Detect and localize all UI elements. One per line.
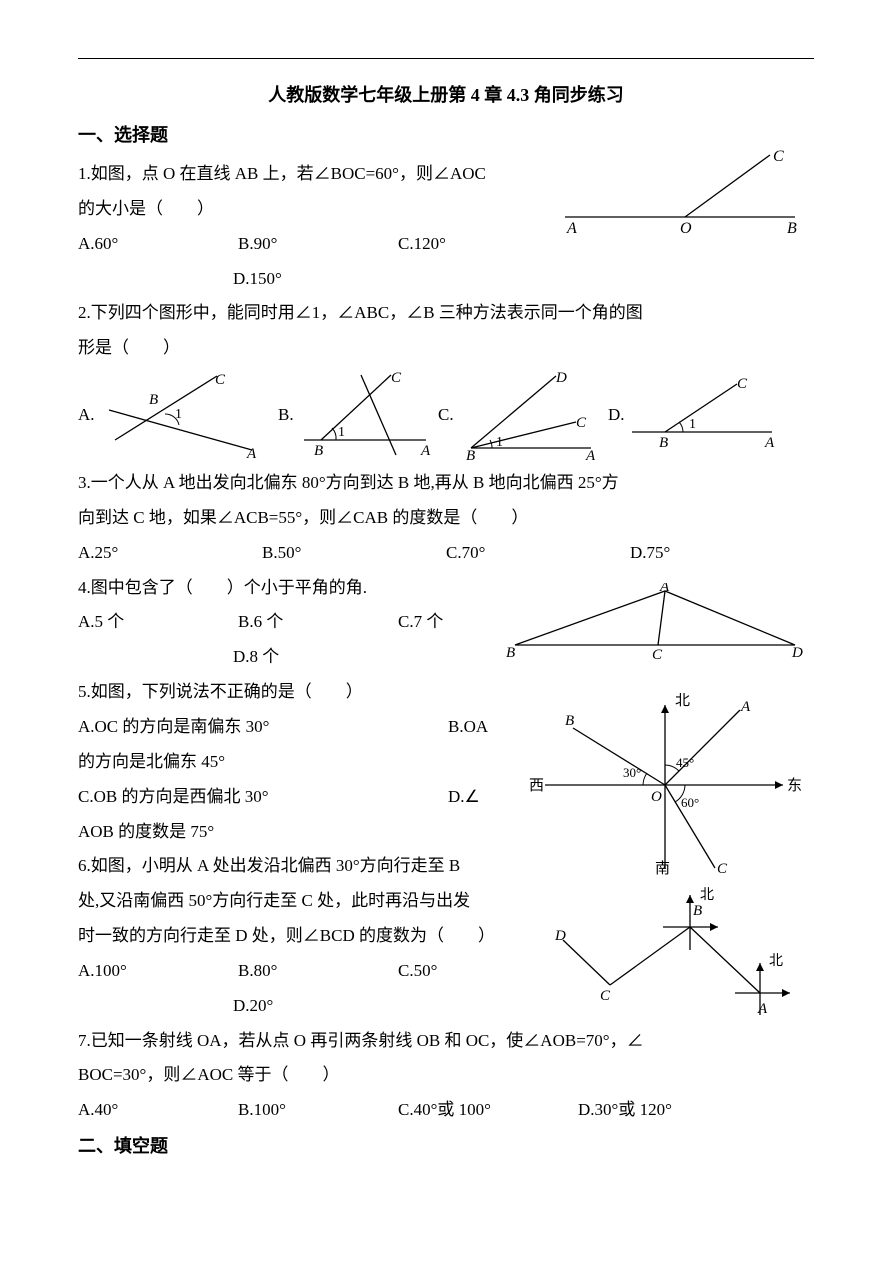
svg-text:B: B xyxy=(506,645,515,661)
q3-options: A.25° B.50° C.70° D.75° xyxy=(78,536,814,571)
q2-line2: 形是（ ） xyxy=(78,331,814,366)
svg-text:A: A xyxy=(764,435,775,451)
svg-text:C: C xyxy=(391,370,402,386)
q1-label-O: O xyxy=(680,220,692,237)
svg-text:A: A xyxy=(757,1001,768,1017)
q6-opt-a: A.100° xyxy=(78,954,238,989)
svg-text:南: 南 xyxy=(655,860,670,877)
q4-figure: A B C D xyxy=(500,583,810,661)
svg-text:60°: 60° xyxy=(681,795,699,810)
q1-opt-d: D.150° xyxy=(78,262,814,297)
q5-opt-c: C.OB 的方向是西偏北 30° xyxy=(78,780,448,815)
svg-text:B: B xyxy=(659,435,668,451)
q7-opt-c: C.40°或 100° xyxy=(398,1093,578,1128)
q3-line1: 3.一个人从 A 地出发向北偏东 80°方向到达 B 地,再从 B 地向北偏西 … xyxy=(78,466,814,501)
q5-opt-d: D.∠ xyxy=(448,780,480,815)
svg-text:A: A xyxy=(585,448,596,460)
svg-text:西: 西 xyxy=(529,778,544,794)
section-2-header: 二、填空题 xyxy=(78,1132,814,1158)
q1-opt-c: C.120° xyxy=(398,227,558,262)
q1-label-B: B xyxy=(787,220,797,237)
q2-fig-a: B C A 1 xyxy=(97,370,262,460)
q6-opt-b: B.80° xyxy=(238,954,398,989)
q3-line2: 向到达 C 地，如果∠ACB=55°，则∠CAB 的度数是（ ） xyxy=(78,501,814,536)
page-title: 人教版数学七年级上册第 4 章 4.3 角同步练习 xyxy=(78,81,814,107)
svg-text:1: 1 xyxy=(496,435,503,450)
q6-figure: A B C D 北 北 xyxy=(555,885,810,1025)
q2-opt-b: B. xyxy=(278,405,294,425)
q2-opt-a: A. xyxy=(78,405,95,425)
q5-opt-a: A.OC 的方向是南偏东 30° xyxy=(78,710,448,745)
svg-text:北: 北 xyxy=(769,953,783,969)
svg-text:D: D xyxy=(555,370,567,386)
svg-text:30°: 30° xyxy=(623,765,641,780)
svg-text:C: C xyxy=(737,376,748,392)
svg-text:C: C xyxy=(600,988,611,1004)
svg-text:东: 东 xyxy=(787,777,802,794)
svg-text:O: O xyxy=(651,789,662,805)
q2-opt-c: C. xyxy=(438,405,454,425)
q7-opt-b: B.100° xyxy=(238,1093,398,1128)
svg-text:A: A xyxy=(420,443,431,459)
q7-line2: BOC=30°，则∠AOC 等于（ ） xyxy=(78,1058,814,1093)
q4-opt-b: B.6 个 xyxy=(238,605,398,640)
svg-text:北: 北 xyxy=(700,887,714,903)
section-1-header: 一、选择题 xyxy=(78,121,814,147)
q4-opt-a: A.5 个 xyxy=(78,605,238,640)
svg-text:A: A xyxy=(740,699,751,715)
top-rule xyxy=(78,58,814,59)
q1-figure: A O B C xyxy=(555,147,805,237)
q1-label-A: A xyxy=(566,220,577,237)
svg-text:C: C xyxy=(215,372,226,388)
q2-fig-b: B A C 1 xyxy=(296,370,431,460)
svg-text:B: B xyxy=(149,392,158,408)
q7-line1: 7.已知一条射线 OA，若从点 O 再引两条射线 OB 和 OC，使∠AOB=7… xyxy=(78,1024,814,1059)
svg-text:D: D xyxy=(555,928,566,944)
svg-text:北: 北 xyxy=(675,693,690,709)
q6-opt-c: C.50° xyxy=(398,954,558,989)
q3-opt-d: D.75° xyxy=(630,536,814,571)
svg-text:C: C xyxy=(717,861,728,877)
q3-opt-a: A.25° xyxy=(78,536,262,571)
q3-opt-c: C.70° xyxy=(446,536,630,571)
q2-options: A. B C A 1 B. B A C 1 xyxy=(78,370,814,460)
svg-text:A: A xyxy=(659,583,670,595)
q2-opt-d: D. xyxy=(608,405,625,425)
svg-text:B: B xyxy=(466,448,475,460)
svg-text:1: 1 xyxy=(689,417,696,432)
svg-text:45°: 45° xyxy=(676,755,694,770)
q5-opt-b: B.OA xyxy=(448,710,488,745)
q2-fig-c: B A C D 1 xyxy=(456,370,601,460)
svg-text:C: C xyxy=(576,415,587,431)
svg-text:C: C xyxy=(652,647,663,661)
q2-line1: 2.下列四个图形中，能同时用∠1，∠ABC，∠B 三种方法表示同一个角的图 xyxy=(78,296,814,331)
svg-text:B: B xyxy=(314,443,323,459)
q3-opt-b: B.50° xyxy=(262,536,446,571)
q2-fig-d: B A C 1 xyxy=(627,370,777,460)
svg-text:D: D xyxy=(791,645,803,661)
svg-text:A: A xyxy=(246,446,257,460)
q1-opt-a: A.60° xyxy=(78,227,238,262)
q7-options: A.40° B.100° C.40°或 100° D.30°或 120° xyxy=(78,1093,814,1128)
q7-opt-d: D.30°或 120° xyxy=(578,1093,672,1128)
q7-opt-a: A.40° xyxy=(78,1093,238,1128)
svg-text:B: B xyxy=(693,903,702,919)
svg-text:B: B xyxy=(565,713,574,729)
q1-opt-b: B.90° xyxy=(238,227,398,262)
q1-label-C: C xyxy=(773,148,784,165)
q5-figure: 北 南 东 西 A B C O 30° 45° 60° xyxy=(525,693,805,878)
svg-text:1: 1 xyxy=(338,425,345,440)
